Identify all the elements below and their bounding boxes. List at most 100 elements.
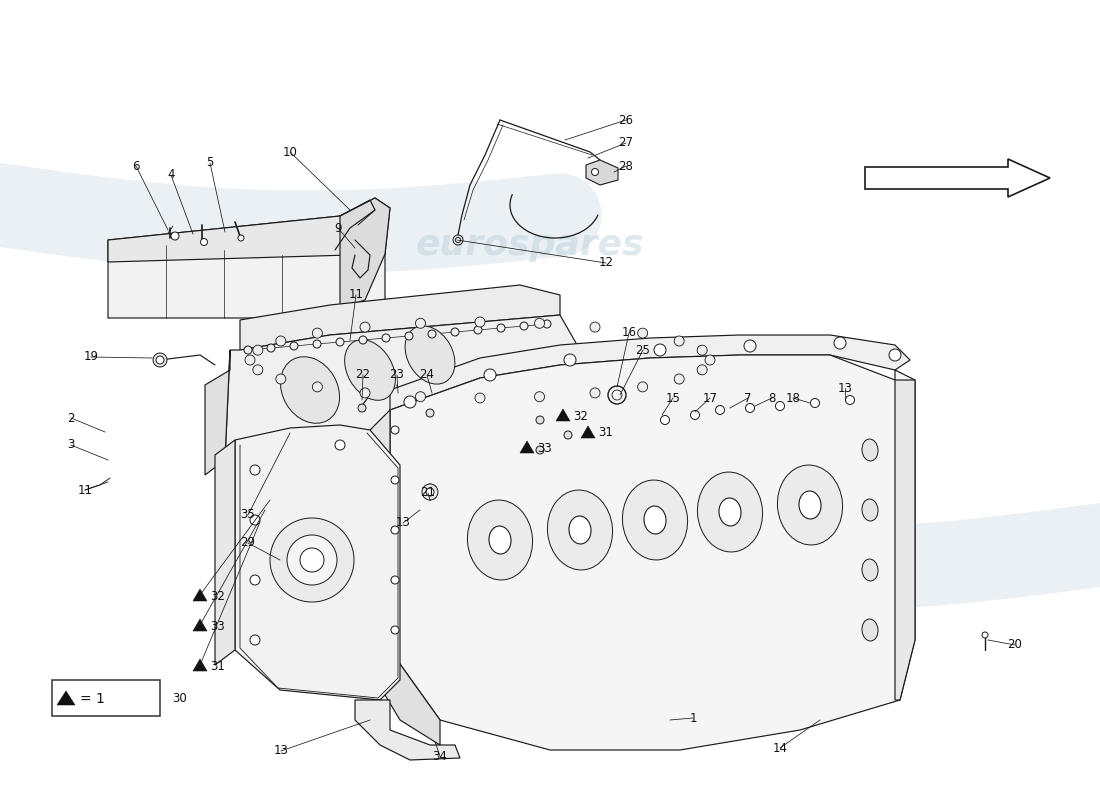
Circle shape [276,336,286,346]
Circle shape [834,337,846,349]
Circle shape [776,402,784,410]
Circle shape [336,440,345,450]
Circle shape [153,353,167,367]
Circle shape [484,369,496,381]
Text: 2: 2 [67,411,75,425]
Circle shape [276,374,286,384]
Text: 32: 32 [573,410,587,422]
Circle shape [250,465,260,475]
Circle shape [267,344,275,352]
Circle shape [250,515,260,525]
Circle shape [358,404,366,412]
Polygon shape [235,425,400,700]
Circle shape [744,340,756,352]
Circle shape [475,317,485,327]
Circle shape [300,548,324,572]
Circle shape [312,328,322,338]
Text: 12: 12 [598,257,614,270]
Text: 30: 30 [173,691,187,705]
Polygon shape [556,409,570,421]
Ellipse shape [405,326,455,384]
Text: 26: 26 [618,114,634,126]
Circle shape [270,518,354,602]
Ellipse shape [719,498,741,526]
Polygon shape [370,650,440,745]
Circle shape [390,426,399,434]
Circle shape [674,336,684,346]
Polygon shape [340,198,390,308]
Circle shape [416,318,426,328]
Circle shape [416,392,426,402]
Text: 35: 35 [241,509,255,522]
Ellipse shape [862,559,878,581]
Text: 13: 13 [274,745,288,758]
Polygon shape [520,441,534,453]
Circle shape [245,355,255,365]
Text: 6: 6 [132,159,140,173]
Circle shape [390,476,399,484]
Text: 8: 8 [768,391,776,405]
Text: 11: 11 [349,289,363,302]
Circle shape [535,392,544,402]
Text: 31: 31 [210,659,224,673]
Circle shape [455,238,461,242]
Circle shape [674,374,684,384]
Circle shape [290,342,298,350]
Circle shape [200,238,208,246]
Polygon shape [214,440,235,665]
Circle shape [697,345,707,355]
Circle shape [250,635,260,645]
Circle shape [536,416,544,424]
Text: 7: 7 [745,391,751,405]
Circle shape [360,388,370,398]
Text: 33: 33 [210,619,224,633]
Bar [52,680,160,716]
Text: 5: 5 [207,157,213,170]
Circle shape [564,431,572,439]
Text: 20: 20 [1008,638,1022,651]
Ellipse shape [548,490,613,570]
Circle shape [428,330,436,338]
Circle shape [250,575,260,585]
Circle shape [422,484,438,500]
Circle shape [336,338,344,346]
Ellipse shape [862,499,878,521]
Ellipse shape [344,340,395,400]
Text: 4: 4 [167,169,175,182]
Circle shape [536,446,544,454]
Circle shape [453,235,463,245]
Circle shape [238,235,244,241]
Text: 17: 17 [703,391,717,405]
Text: 16: 16 [621,326,637,339]
Polygon shape [192,619,207,631]
Circle shape [889,349,901,361]
Text: 31: 31 [598,426,613,439]
Circle shape [590,322,600,332]
Text: 18: 18 [785,391,801,405]
Text: 33: 33 [537,442,552,454]
Ellipse shape [623,480,688,560]
Circle shape [982,632,988,638]
Polygon shape [390,335,910,410]
Circle shape [390,576,399,584]
Text: 25: 25 [636,343,650,357]
Circle shape [451,328,459,336]
Circle shape [360,322,370,332]
Circle shape [638,382,648,392]
Ellipse shape [468,500,532,580]
Polygon shape [192,659,207,671]
Text: 21: 21 [420,486,436,499]
Circle shape [697,365,707,375]
Ellipse shape [697,472,762,552]
Polygon shape [108,216,385,318]
Text: 1: 1 [690,711,696,725]
Polygon shape [205,350,230,475]
Circle shape [638,328,648,338]
Ellipse shape [862,439,878,461]
Circle shape [253,365,263,375]
FancyArrow shape [865,159,1050,197]
Circle shape [404,396,416,408]
Circle shape [359,336,367,344]
Text: eurospares: eurospares [416,228,645,262]
Polygon shape [586,160,618,185]
